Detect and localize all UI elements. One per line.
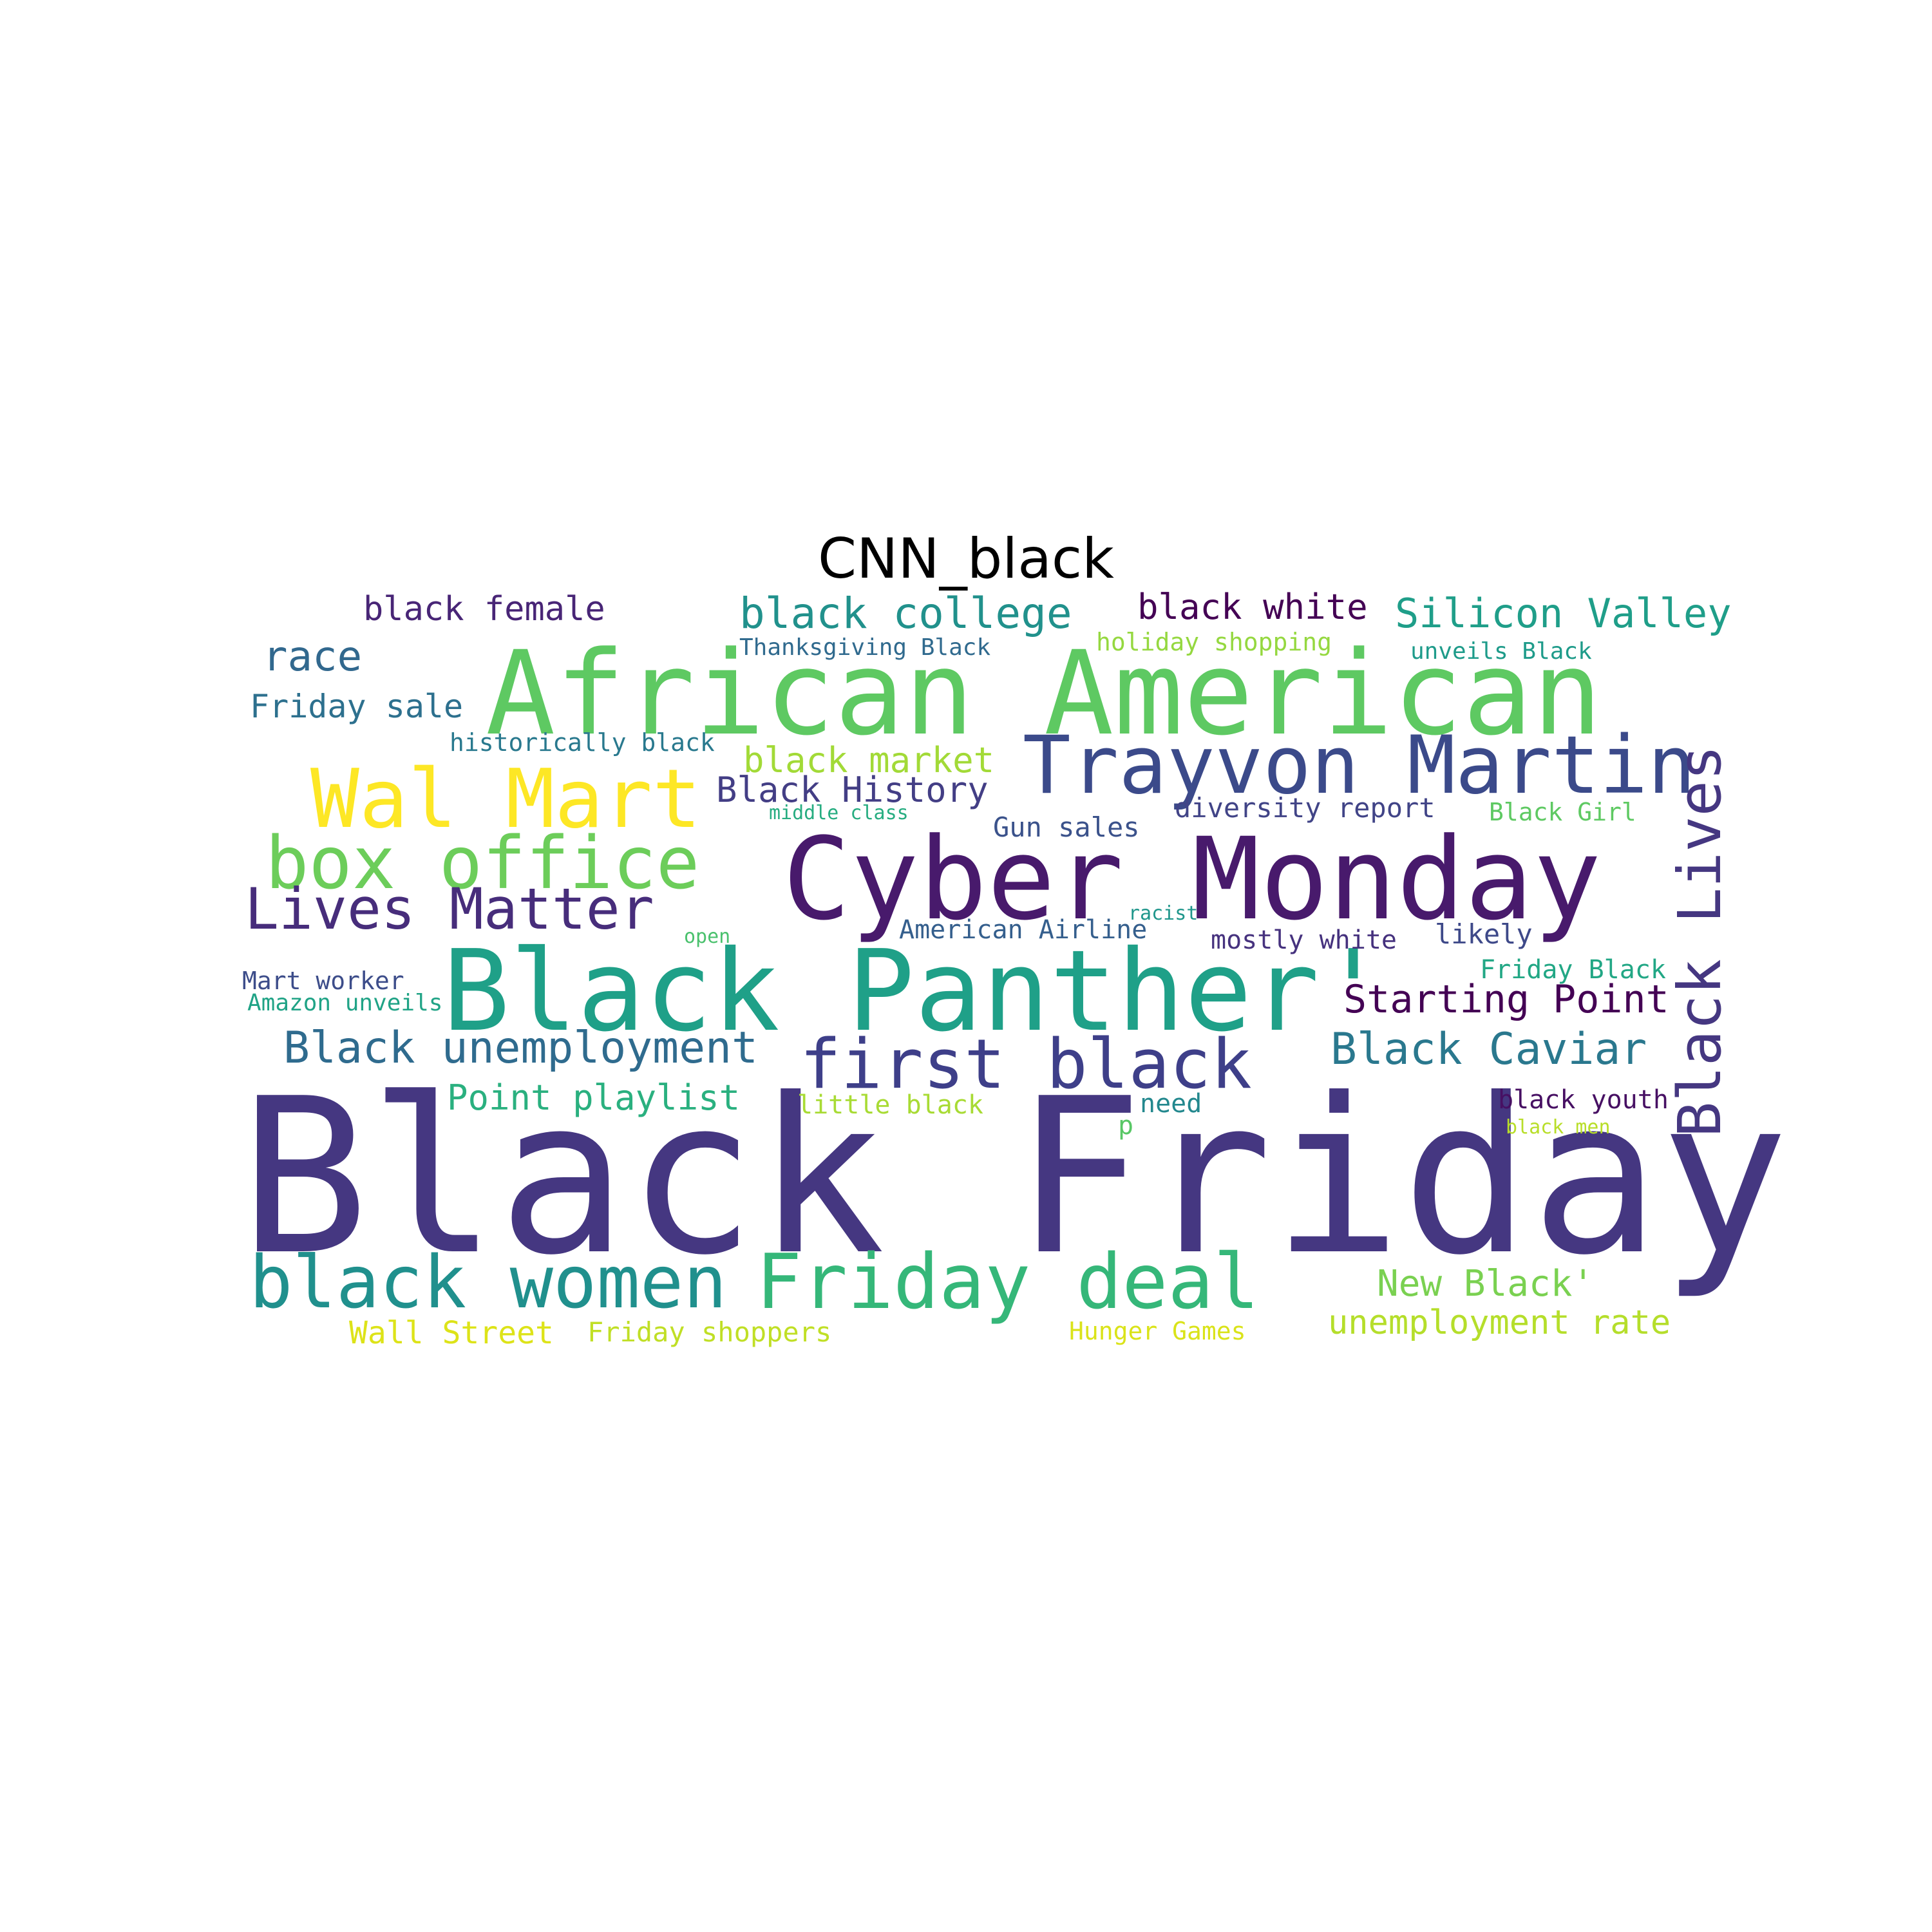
word-lives-matter: Lives Matter	[245, 876, 654, 942]
word-american-airline: American Airline	[899, 915, 1148, 945]
word-thanksgiving-black: Thanksgiving Black	[739, 634, 991, 661]
word-mostly-white: mostly white	[1211, 925, 1397, 955]
word-silicon-valley: Silicon Valley	[1395, 590, 1732, 637]
word-gun-sales: Gun sales	[993, 811, 1140, 843]
word-black-panther: Black Panther'	[442, 926, 1387, 1057]
word-need: need	[1140, 1089, 1202, 1119]
word-starting-point: Starting Point	[1343, 977, 1669, 1022]
word-black-girl: Black Girl	[1489, 798, 1636, 826]
word-black-female: black female	[363, 590, 605, 629]
word-friday-deal: Friday deal	[756, 1237, 1260, 1326]
word-race: race	[263, 633, 363, 681]
word-black-white: black white	[1137, 587, 1368, 627]
word-black-women: black women	[249, 1241, 727, 1325]
word-point-playlist: Point playlist	[447, 1077, 741, 1118]
word-hunger-games: Hunger Games	[1069, 1317, 1246, 1345]
word-black-youth: black youth	[1498, 1085, 1669, 1115]
word-likely: likely	[1435, 918, 1533, 950]
word-racist: racist	[1128, 902, 1198, 925]
word-black-men: black men	[1506, 1116, 1611, 1139]
word-black-market: black market	[743, 740, 995, 781]
word-wal-mart: Wal Mart	[310, 752, 701, 846]
word-african-american: African American	[486, 627, 1602, 761]
word-amazon-unveils: Amazon unveils	[247, 990, 443, 1016]
word-unveils-black: unveils Black	[1410, 638, 1592, 665]
word-new-black: New Black'	[1377, 1263, 1595, 1305]
word-unemployment-rate: unemployment rate	[1328, 1303, 1671, 1342]
word-friday-black: Friday Black	[1480, 955, 1666, 985]
word-historically-black: historically black	[450, 728, 715, 757]
word-mart-worker: Mart worker	[242, 967, 404, 995]
chart-title: CNN_black	[818, 527, 1114, 591]
word-trayvon-martin: Trayvon Martin	[1023, 719, 1696, 812]
word-black-lives: Black Lives	[1665, 744, 1734, 1137]
word-middle-class: middle class	[769, 802, 909, 824]
word-little-black: little black	[797, 1090, 983, 1120]
word-cloud: Black Friday African American Cyber Mond…	[240, 587, 1789, 1351]
word-cyber-monday: Cyber Monday	[782, 813, 1602, 945]
word-diversity-report: diversity report	[1175, 792, 1435, 824]
word-black-college: black college	[739, 589, 1072, 638]
word-box-office: box office	[265, 822, 700, 905]
word-friday-sale: Friday sale	[250, 688, 464, 725]
word-black-unemployment: Black unemployment	[283, 1023, 758, 1074]
word-black-caviar: Black Caviar	[1331, 1024, 1647, 1075]
word-friday-shoppers: Friday shoppers	[587, 1316, 832, 1348]
word-first-black: first black	[800, 1025, 1252, 1104]
word-black-friday: Black Friday	[240, 1052, 1789, 1302]
word-black-history: Black History	[716, 770, 989, 810]
word-open: open	[684, 925, 731, 948]
word-holiday-shopping: holiday shopping	[1096, 628, 1332, 656]
word-p: p	[1118, 1111, 1134, 1141]
word-wall-street: Wall Street	[349, 1315, 554, 1351]
